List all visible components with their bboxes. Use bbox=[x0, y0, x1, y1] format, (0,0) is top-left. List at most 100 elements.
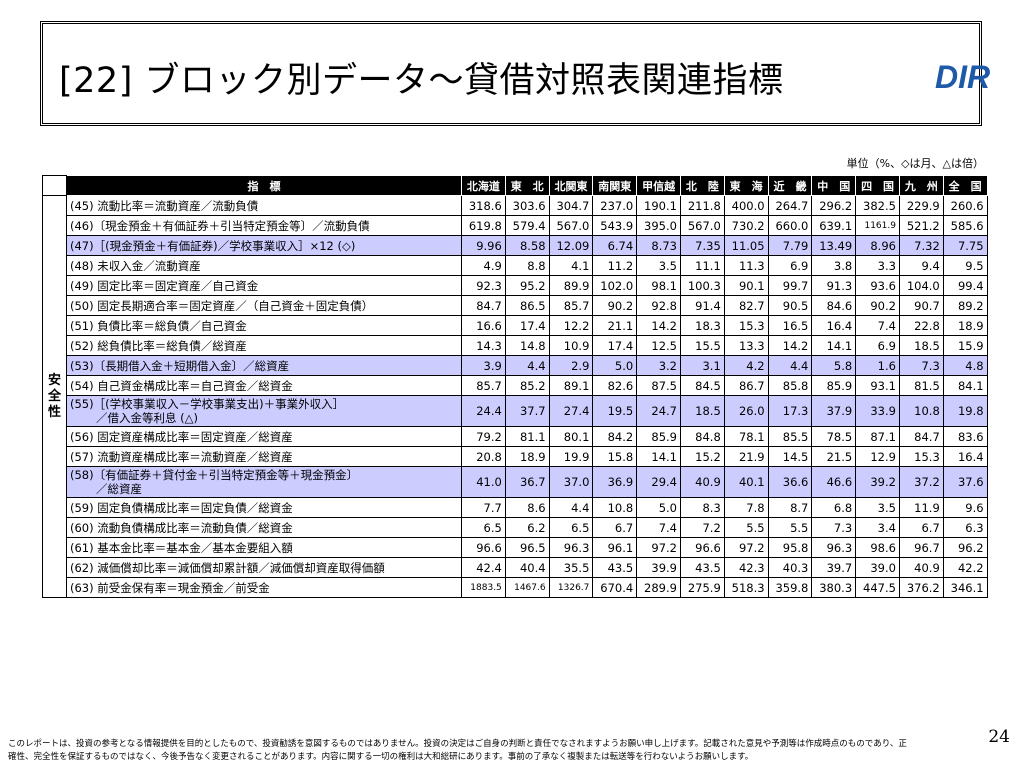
value-cell: 84.6 bbox=[811, 295, 857, 316]
indicator-label: (51) 負債比率＝総負債／自己資金 bbox=[66, 315, 462, 336]
value-cell: 1326.7 bbox=[548, 577, 594, 598]
value-cell: 84.7 bbox=[461, 295, 506, 316]
value-cell: 9.96 bbox=[461, 235, 506, 256]
value-cell: 40.4 bbox=[504, 557, 550, 578]
value-cell: 543.9 bbox=[592, 215, 638, 236]
value-cell: 36.7 bbox=[504, 466, 550, 498]
value-cell: 87.5 bbox=[636, 375, 681, 396]
value-cell: 380.3 bbox=[811, 577, 857, 598]
value-cell: 81.5 bbox=[898, 375, 944, 396]
value-cell: 6.5 bbox=[461, 517, 506, 538]
value-cell: 518.3 bbox=[723, 577, 769, 598]
value-cell: 95.2 bbox=[504, 275, 550, 296]
value-cell: 10.8 bbox=[592, 497, 638, 518]
value-cell: 92.8 bbox=[636, 295, 681, 316]
value-cell: 95.8 bbox=[767, 537, 813, 558]
indicator-label: (48) 未収入金／流動資産 bbox=[66, 255, 462, 276]
value-cell: 5.0 bbox=[592, 355, 638, 376]
value-cell: 37.2 bbox=[898, 466, 944, 498]
value-cell: 8.3 bbox=[679, 497, 725, 518]
indicator-label-line: (52) 総負債比率＝総負債／総資産 bbox=[70, 338, 247, 353]
value-cell: 318.6 bbox=[461, 195, 506, 216]
header-row: 指 標 北海道東 北北関東 南関東 甲信越北 陸東 海近 畿中 国四 国九 州全 国 bbox=[42, 175, 988, 196]
value-cell: 15.2 bbox=[679, 446, 725, 467]
value-cell: 35.5 bbox=[548, 557, 594, 578]
value-cell: 11.1 bbox=[679, 255, 725, 276]
indicator-label-line: (48) 未収入金／流動資産 bbox=[70, 258, 201, 273]
value-cell: 3.9 bbox=[461, 355, 506, 376]
value-cell: 3.8 bbox=[811, 255, 857, 276]
value-cell: 14.2 bbox=[767, 335, 813, 356]
value-cell: 96.6 bbox=[461, 537, 506, 558]
value-cell: 3.1 bbox=[679, 355, 725, 376]
value-cell: 90.2 bbox=[855, 295, 900, 316]
value-cell: 91.3 bbox=[811, 275, 857, 296]
value-cell: 16.4 bbox=[811, 315, 857, 336]
column-header: 東 北 bbox=[504, 175, 550, 196]
value-cell: 5.5 bbox=[767, 517, 813, 538]
value-cell: 4.4 bbox=[504, 355, 550, 376]
value-cell: 85.2 bbox=[504, 375, 550, 396]
indicator-label-line: ／総資産 bbox=[96, 482, 142, 496]
value-cell: 382.5 bbox=[855, 195, 900, 216]
column-header: 南関東 bbox=[592, 175, 638, 196]
value-cell: 40.3 bbox=[767, 557, 813, 578]
header-blank-cell bbox=[42, 175, 67, 196]
value-cell: 104.0 bbox=[898, 275, 944, 296]
value-cell: 24.4 bbox=[461, 395, 506, 427]
value-cell: 84.7 bbox=[898, 426, 944, 447]
table-body: 安全性 (45) 流動比率＝流動資産／流動負債 318.6 303.6 304.7 237… bbox=[42, 195, 988, 598]
column-header: 北海道 bbox=[461, 175, 506, 196]
value-cell: 98.6 bbox=[855, 537, 900, 558]
indicator-label-line: (55)［(学校事業収入－学校事業支出)＋事業外収入］ bbox=[70, 397, 345, 411]
value-cell: 3.5 bbox=[855, 497, 900, 518]
value-cell: 12.2 bbox=[548, 315, 594, 336]
value-cell: 22.8 bbox=[898, 315, 944, 336]
indicator-label: (50) 固定長期適合率＝固定資産／（自己資金＋固定負債） bbox=[66, 295, 462, 316]
value-cell: 237.0 bbox=[592, 195, 638, 216]
value-cell: 93.6 bbox=[855, 275, 900, 296]
value-cell: 46.6 bbox=[811, 466, 857, 498]
value-cell: 4.1 bbox=[548, 255, 594, 276]
value-cell: 14.8 bbox=[504, 335, 550, 356]
indicator-label-line: (51) 負債比率＝総負債／自己資金 bbox=[70, 318, 247, 333]
value-cell: 41.0 bbox=[461, 466, 506, 498]
value-cell: 39.2 bbox=[855, 466, 900, 498]
value-cell: 4.4 bbox=[767, 355, 813, 376]
value-cell: 18.9 bbox=[504, 446, 550, 467]
value-cell: 27.4 bbox=[548, 395, 594, 427]
value-cell: 5.8 bbox=[811, 355, 857, 376]
column-header: 全 国 bbox=[942, 175, 988, 196]
category-cell: 安全性 bbox=[42, 195, 67, 598]
value-cell: 96.5 bbox=[504, 537, 550, 558]
value-cell: 16.4 bbox=[942, 446, 988, 467]
value-cell: 90.7 bbox=[898, 295, 944, 316]
table-row: (56) 固定資産構成比率＝固定資産／総資産 79.2 81.1 80.1 84.2 85… bbox=[43, 426, 988, 447]
value-cell: 96.1 bbox=[592, 537, 638, 558]
value-cell: 79.2 bbox=[461, 426, 506, 447]
table-row: (51) 負債比率＝総負債／自己資金 16.6 17.4 12.2 21.1 14.2 18… bbox=[43, 315, 988, 336]
indicator-label-line: (56) 固定資産構成比率＝固定資産／総資産 bbox=[70, 429, 293, 444]
value-cell: 15.3 bbox=[898, 446, 944, 467]
indicator-label: (56) 固定資産構成比率＝固定資産／総資産 bbox=[66, 426, 462, 447]
value-cell: 3.5 bbox=[636, 255, 681, 276]
value-cell: 5.0 bbox=[636, 497, 681, 518]
column-header: 九 州 bbox=[898, 175, 944, 196]
value-cell: 39.9 bbox=[636, 557, 681, 578]
indicator-label: (47)［(現金預金＋有価証券)／学校事業収入］×12 (◇) bbox=[66, 235, 462, 256]
indicator-label: (61) 基本金比率＝基本金／基本金要組入額 bbox=[66, 537, 462, 558]
value-cell: 6.3 bbox=[942, 517, 988, 538]
value-cell: 85.8 bbox=[767, 375, 813, 396]
indicator-label: (57) 流動資産構成比率＝流動資産／総資産 bbox=[66, 446, 462, 467]
value-cell: 639.1 bbox=[811, 215, 857, 236]
title-box: [22] ブロック別データ～貸借対照表関連指標 DIR bbox=[40, 21, 990, 126]
table-row: (49) 固定比率＝固定資産／自己資金 92.3 95.2 89.9 102.0 98.1… bbox=[43, 275, 988, 296]
indicator-label-line: (50) 固定長期適合率＝固定資産／（自己資金＋固定負債） bbox=[70, 298, 374, 313]
value-cell: 16.5 bbox=[767, 315, 813, 336]
value-cell: 229.9 bbox=[898, 195, 944, 216]
indicator-label: (55)［(学校事業収入－学校事業支出)＋事業外収入］ ／借入金等利息 (△) bbox=[66, 395, 462, 427]
value-cell: 90.1 bbox=[723, 275, 769, 296]
value-cell: 85.9 bbox=[636, 426, 681, 447]
value-cell: 6.74 bbox=[592, 235, 638, 256]
value-cell: 7.4 bbox=[636, 517, 681, 538]
